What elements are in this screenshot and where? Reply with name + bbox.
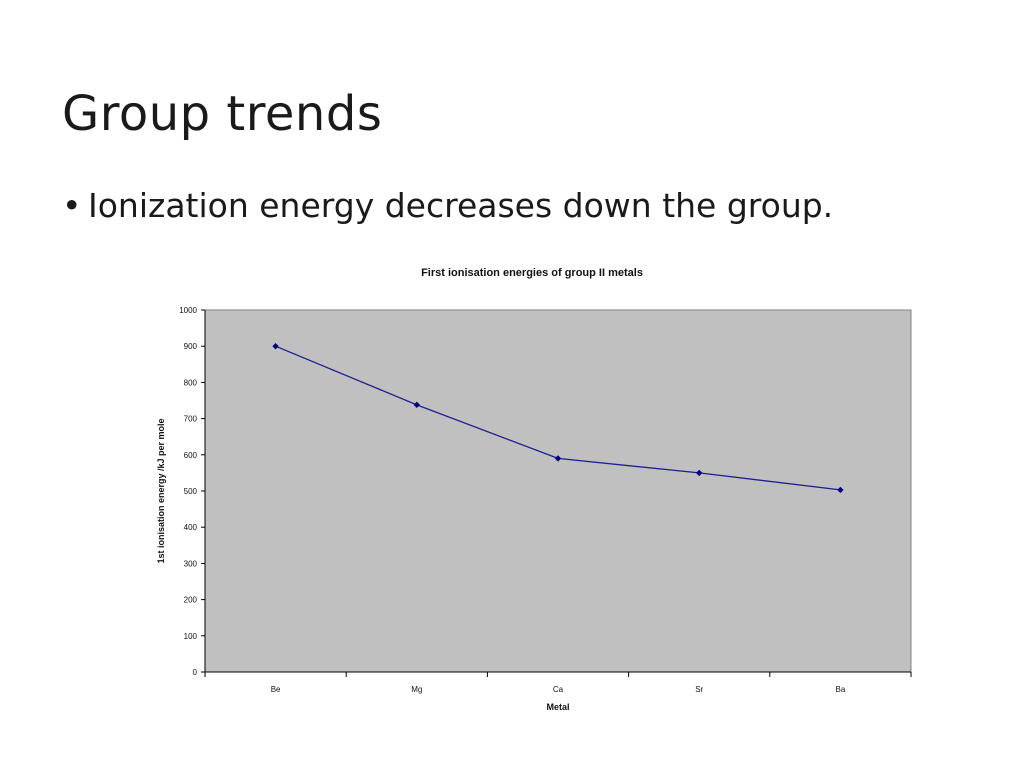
y-tick-label: 500 <box>184 487 198 496</box>
y-axis: 0 100 200 300 400 500 600 700 800 900 1000 <box>179 306 206 677</box>
data-point <box>272 343 279 350</box>
y-tick-label: 1000 <box>179 306 197 315</box>
data-point <box>837 486 844 494</box>
x-tick-label: Be <box>271 685 281 694</box>
y-axis-label: 1st ionisation energy /kJ per mole <box>156 418 166 563</box>
y-tick-label: 200 <box>184 596 198 605</box>
y-tick-label: 400 <box>184 523 198 532</box>
y-tick-label: 600 <box>184 451 198 460</box>
y-tick-label: 800 <box>184 378 198 387</box>
bullet-item: • Ionization energy decreases down the g… <box>62 186 833 225</box>
y-tick-label: 900 <box>184 342 198 351</box>
series-markers <box>272 343 844 494</box>
y-tick-label: 300 <box>184 559 198 568</box>
data-point <box>696 469 703 477</box>
data-point <box>413 401 420 409</box>
y-tick-label: 100 <box>184 632 198 641</box>
x-tick-label: Ca <box>553 685 564 694</box>
x-tick-label: Ba <box>836 685 846 694</box>
y-tick-label: 700 <box>184 415 198 424</box>
x-tick-label: Sr <box>695 685 703 694</box>
bullet-text: Ionization energy decreases down the gro… <box>88 186 834 225</box>
plot-area <box>204 309 912 673</box>
x-axis: Be Mg Ca Sr Ba <box>204 671 912 694</box>
x-tick-label: Mg <box>411 685 422 694</box>
slide-title: Group trends <box>62 86 383 142</box>
bullet-dot: • <box>62 186 82 225</box>
y-tick-label: 0 <box>193 668 198 677</box>
chart-title: First ionisation energies of group II me… <box>421 267 643 279</box>
x-axis-label: Metal <box>546 702 569 712</box>
data-point <box>554 455 562 462</box>
